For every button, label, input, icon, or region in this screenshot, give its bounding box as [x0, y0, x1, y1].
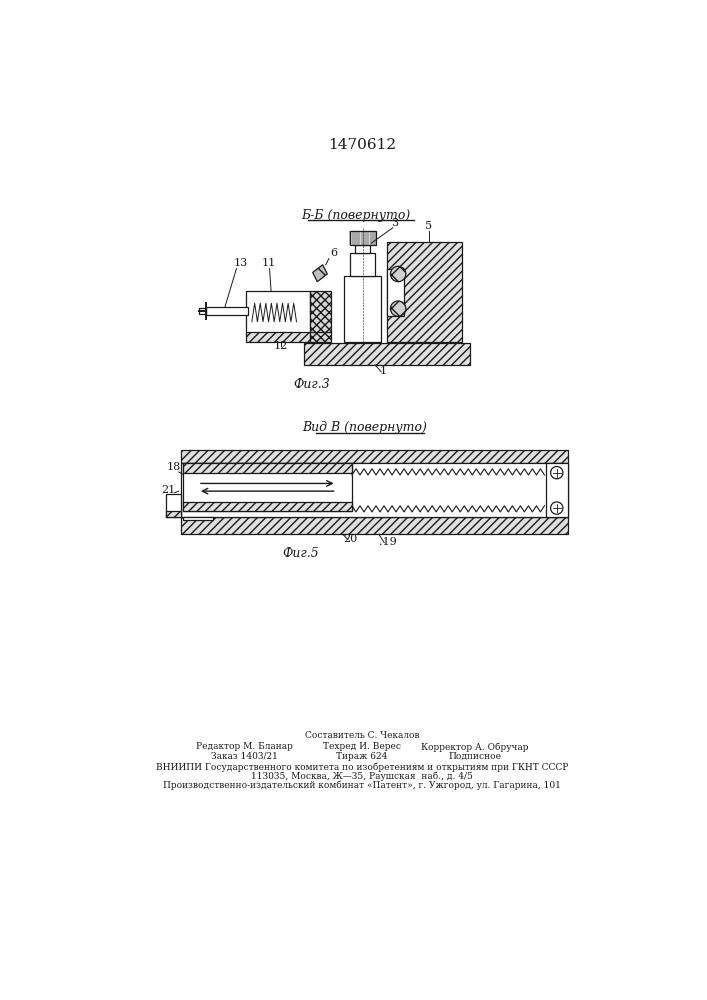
Text: Фиг.3: Фиг.3 — [293, 378, 330, 391]
Text: 18: 18 — [166, 462, 180, 472]
Text: 12: 12 — [274, 341, 288, 351]
Bar — [387, 269, 404, 316]
Bar — [182, 502, 352, 511]
Bar — [247, 291, 310, 333]
Text: 113035, Москва, Ж—35, Раушская  наб., д. 4/5: 113035, Москва, Ж—35, Раушская наб., д. … — [251, 771, 473, 781]
Bar — [206, 307, 248, 315]
Text: .19: .19 — [379, 537, 397, 547]
Bar — [350, 231, 376, 245]
Bar — [181, 450, 568, 463]
Bar — [182, 517, 214, 520]
Bar — [310, 332, 331, 342]
Text: 21: 21 — [162, 485, 176, 495]
Text: 11: 11 — [262, 258, 276, 268]
Bar — [351, 253, 375, 276]
Bar — [546, 463, 568, 517]
Text: 1470612: 1470612 — [328, 138, 396, 152]
Bar — [182, 463, 352, 511]
Text: Заказ 1403/21: Заказ 1403/21 — [211, 752, 278, 761]
Circle shape — [390, 301, 406, 316]
Polygon shape — [312, 265, 327, 282]
Circle shape — [551, 502, 563, 514]
Text: Корректор А. Обручар: Корректор А. Обручар — [421, 742, 529, 752]
Text: 20: 20 — [344, 534, 358, 544]
Bar — [181, 463, 568, 517]
Bar — [199, 308, 206, 314]
Text: 13: 13 — [233, 258, 247, 268]
Text: Техред И. Верес: Техред И. Верес — [323, 742, 401, 751]
Bar — [165, 494, 181, 517]
Bar — [181, 517, 568, 534]
Text: 1: 1 — [379, 366, 386, 376]
Text: Фиг.5: Фиг.5 — [283, 547, 320, 560]
Bar — [247, 332, 310, 342]
Bar — [165, 511, 181, 517]
Text: Тираж 624: Тираж 624 — [337, 752, 387, 761]
Text: Производственно-издательский комбинат «Патент», г. Ужгород, ул. Гагарина, 101: Производственно-издательский комбинат «П… — [163, 781, 561, 790]
Text: Вид В (повернуто): Вид В (повернуто) — [303, 422, 428, 434]
Bar — [344, 276, 381, 342]
Text: Подписное: Подписное — [449, 752, 502, 761]
Text: 5: 5 — [426, 221, 433, 231]
Bar — [304, 343, 469, 365]
Text: 3: 3 — [391, 218, 398, 228]
Text: Редактор М. Бланар: Редактор М. Бланар — [196, 742, 293, 751]
Bar — [387, 242, 462, 342]
Text: 6: 6 — [330, 248, 337, 258]
Text: Б-Б (повернуто): Б-Б (повернуто) — [301, 209, 411, 222]
Text: ВНИИПИ Государственного комитета по изобретениям и открытиям при ГКНТ СССР: ВНИИПИ Государственного комитета по изоб… — [156, 762, 568, 772]
Bar — [182, 463, 352, 473]
Bar — [310, 291, 331, 333]
Circle shape — [551, 466, 563, 479]
Circle shape — [390, 266, 406, 282]
Text: Составитель С. Чекалов: Составитель С. Чекалов — [305, 732, 419, 740]
Bar — [355, 245, 370, 253]
